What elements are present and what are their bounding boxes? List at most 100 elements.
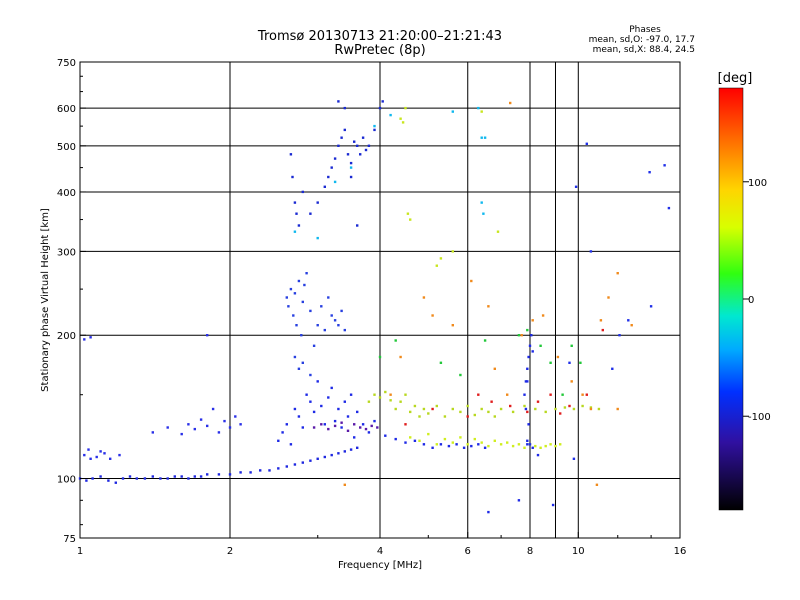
data-point (303, 283, 306, 287)
data-point (517, 499, 521, 502)
data-point (589, 407, 593, 411)
data-point (330, 166, 333, 169)
data-point (166, 477, 169, 480)
data-point (316, 380, 319, 383)
data-point (554, 407, 557, 411)
data-point (435, 404, 438, 408)
data-point (333, 180, 337, 184)
data-point (337, 144, 340, 147)
x-tick-label: 6 (465, 546, 471, 557)
data-point (399, 400, 402, 403)
data-point (431, 407, 434, 411)
data-point (506, 441, 509, 444)
data-point (506, 393, 509, 396)
x-tick-label: 8 (527, 546, 533, 557)
data-point (301, 426, 304, 429)
series-yellow-green-around-120-km (409, 432, 562, 449)
data-point (526, 410, 529, 414)
data-point (477, 106, 480, 110)
data-point (103, 452, 106, 455)
data-point (451, 324, 454, 327)
data-point (291, 175, 294, 179)
data-point (559, 412, 562, 415)
data-point (193, 427, 196, 431)
data-point (536, 453, 540, 457)
data-point (526, 439, 529, 442)
data-point (346, 153, 350, 156)
data-point (89, 457, 92, 460)
data-point (143, 477, 147, 480)
y-tick-label: 500 (57, 142, 76, 153)
data-point (349, 393, 353, 396)
y-tick-label: 100 (57, 475, 76, 486)
data-point (568, 404, 571, 408)
data-point (601, 328, 604, 332)
data-point (422, 443, 426, 446)
data-point (187, 477, 190, 480)
data-point (346, 429, 350, 432)
data-point (206, 334, 209, 337)
data-point (528, 344, 532, 347)
data-point (333, 424, 337, 428)
data-point (531, 350, 534, 353)
stats-x-line: mean, sd,X: 88.4, 24.5 (593, 45, 695, 55)
series-f2-trace-2-6-4-mhz (289, 100, 384, 227)
data-point (381, 100, 384, 103)
data-point (524, 380, 528, 383)
data-point (378, 355, 382, 359)
data-point (292, 314, 295, 317)
data-point (151, 475, 154, 478)
data-point (483, 136, 487, 139)
data-point (312, 410, 316, 414)
data-point (285, 296, 288, 299)
data-point (356, 224, 359, 227)
data-point (556, 355, 560, 359)
data-point (305, 272, 308, 275)
data-point (451, 441, 454, 444)
data-point (480, 407, 483, 411)
data-point (330, 314, 333, 317)
data-point (422, 296, 426, 299)
data-point (367, 400, 371, 403)
data-point (343, 450, 346, 453)
data-point (526, 367, 529, 370)
data-point (87, 448, 90, 451)
data-point (349, 175, 353, 179)
data-point (570, 380, 573, 383)
data-point (581, 404, 584, 408)
data-point (293, 407, 297, 411)
data-point (353, 423, 356, 426)
data-point (470, 279, 473, 283)
data-point (114, 481, 117, 484)
data-point (330, 386, 333, 390)
data-point (528, 443, 532, 446)
data-point (572, 457, 576, 460)
data-point (493, 415, 496, 418)
data-point (570, 344, 573, 347)
data-point (285, 423, 288, 426)
data-point (496, 230, 500, 233)
data-point (409, 436, 412, 439)
data-point (447, 444, 451, 448)
colorbar-tick-label: -100 (748, 412, 771, 423)
data-point (295, 212, 298, 215)
colorbar-label: [deg] (718, 71, 753, 86)
data-point (418, 439, 421, 442)
data-point (439, 361, 443, 364)
data-point (378, 396, 382, 399)
data-point (364, 148, 368, 152)
data-point (333, 157, 337, 160)
data-point (349, 448, 353, 451)
data-point (477, 443, 480, 446)
data-point (561, 393, 564, 396)
y-tick-label: 300 (57, 247, 76, 258)
data-point (295, 324, 298, 327)
data-point (340, 421, 343, 424)
data-point (301, 190, 304, 194)
data-point (649, 305, 653, 308)
colorbar-gradient (718, 87, 744, 511)
data-point (320, 404, 323, 408)
data-point (404, 393, 407, 396)
data-point (373, 419, 376, 423)
